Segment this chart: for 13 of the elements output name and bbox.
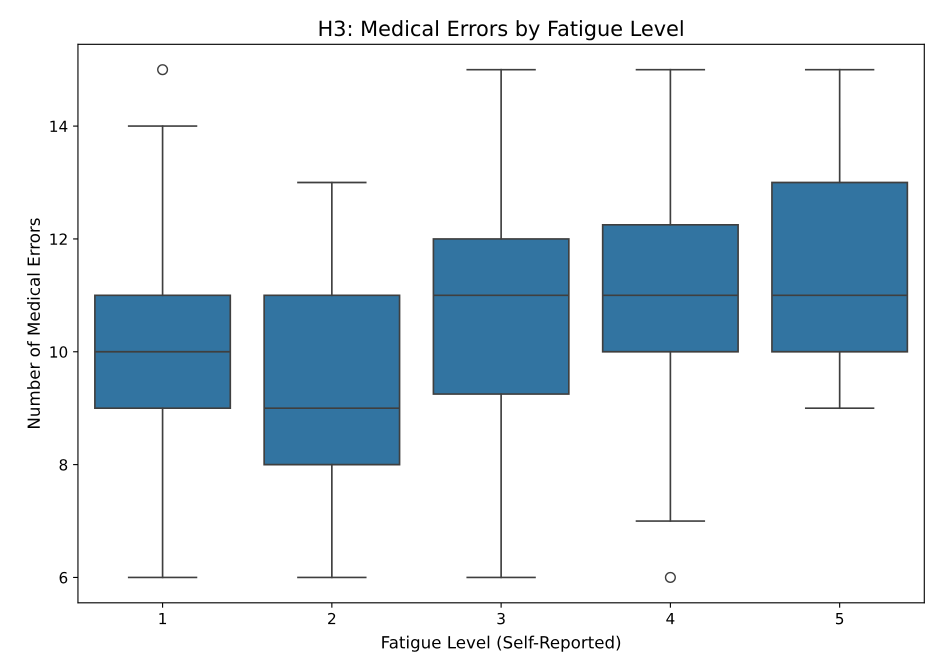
x-tick-label: 1 <box>159 613 166 624</box>
x-tick-label: 3 <box>497 612 505 624</box>
x-tick-label: 2 <box>328 612 336 624</box>
y-tick-label: 10 <box>50 346 68 358</box>
y-axis-title: Number of Medical Errors <box>27 218 40 428</box>
chart-title: H3: Medical Errors by Fatigue Level <box>320 20 683 40</box>
x-tick-label: 5 <box>836 613 844 624</box>
y-tick-label: 8 <box>60 459 68 471</box>
y-tick-label: 14 <box>50 120 68 132</box>
y-tick-label: 12 <box>50 233 67 245</box>
x-axis-title: Fatigue Level (Self-Reported) <box>382 636 620 652</box>
x-tick-label: 4 <box>666 613 674 624</box>
y-tick-label: 6 <box>60 572 68 584</box>
